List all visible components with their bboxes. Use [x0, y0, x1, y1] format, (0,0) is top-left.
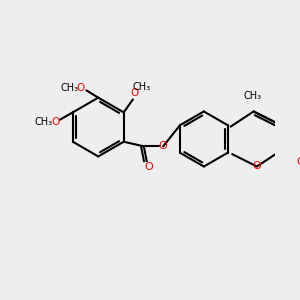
Text: O: O [296, 157, 300, 166]
Text: CH₃: CH₃ [34, 116, 52, 127]
Text: CH₃: CH₃ [133, 82, 151, 92]
Text: O: O [130, 88, 139, 98]
Text: O: O [144, 162, 153, 172]
Text: O: O [253, 161, 261, 172]
Text: O: O [51, 116, 59, 127]
Text: O: O [159, 141, 167, 151]
Text: CH₃: CH₃ [61, 83, 79, 94]
Text: CH₃: CH₃ [244, 91, 262, 101]
Text: O: O [77, 83, 85, 94]
